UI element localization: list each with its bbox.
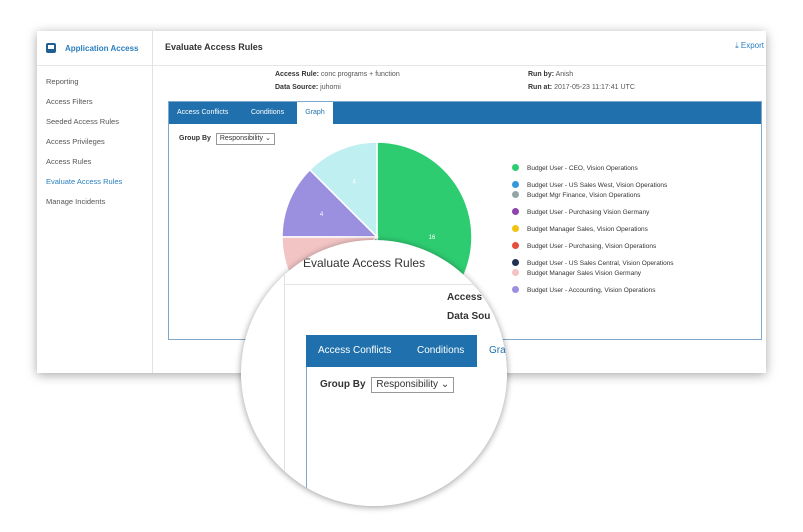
run-by-meta: Run by: Anish bbox=[528, 71, 573, 78]
page-title: Evaluate Access Rules bbox=[165, 42, 263, 52]
sidebar-item-access-rules[interactable]: Access Rules bbox=[46, 157, 92, 166]
zoom-access-label: Access bbox=[447, 292, 483, 303]
run-by-label: Run by: bbox=[528, 71, 555, 78]
legend-label: Budget Mgr Finance, Vision Operations bbox=[527, 192, 641, 199]
header: Evaluate Access Rules ⤓ Export bbox=[153, 31, 766, 66]
data-source-meta: Data Source: juhomi bbox=[275, 84, 341, 91]
sidebar-item-access-filters[interactable]: Access Filters bbox=[46, 97, 93, 106]
zoom-tab-bar bbox=[306, 335, 507, 367]
legend-label: Budget User - Accounting, Vision Operati… bbox=[527, 287, 656, 294]
legend-item[interactable]: Budget User - US Sales Central, Vision O… bbox=[511, 259, 687, 268]
legend-item[interactable]: Budget Manager Sales Vision Germany bbox=[511, 269, 687, 278]
legend-swatch bbox=[512, 225, 519, 232]
run-at-label: Run at: bbox=[528, 84, 553, 91]
chevron-down-icon: ⌄ bbox=[264, 135, 271, 142]
zoom-lens: Evaluate Access Rules Access Data Sou Ac… bbox=[241, 240, 507, 506]
zoom-tab-graph[interactable]: Gra bbox=[489, 345, 506, 356]
zoom-group-by: Group By Responsibility ⌄ bbox=[320, 377, 455, 393]
access-rule-label: Access Rule: bbox=[275, 71, 319, 78]
group-by-select[interactable]: Responsibility ⌄ bbox=[215, 133, 275, 145]
zoom-tab-conditions[interactable]: Conditions bbox=[417, 345, 465, 356]
chart-legend: Budget User - CEO, Vision Operations Budg… bbox=[511, 164, 687, 296]
app-title: Application Access bbox=[65, 43, 139, 53]
legend-item[interactable]: Budget User - CEO, Vision Operations bbox=[511, 164, 687, 173]
legend-label: Budget User - CEO, Vision Operations bbox=[527, 165, 638, 172]
legend-swatch bbox=[512, 181, 519, 188]
legend-swatch bbox=[512, 242, 519, 249]
legend-label: Budget User - Purchasing Vision Germany bbox=[527, 209, 650, 216]
application-icon bbox=[46, 43, 56, 53]
legend-label: Budget User - Purchasing, Vision Operati… bbox=[527, 243, 657, 250]
run-at-value: 2017-05-23 11:17:41 UTC bbox=[554, 84, 635, 91]
legend-item[interactable]: Budget User - Accounting, Vision Operati… bbox=[511, 286, 687, 295]
run-at-meta: Run at: 2017-05-23 11:17:41 UTC bbox=[528, 84, 635, 91]
zoom-chevron-down-icon: ⌄ bbox=[440, 379, 450, 390]
sidebar-nav: Reporting Access Filters Seeded Access R… bbox=[37, 66, 152, 212]
zoom-group-by-value: Responsibility bbox=[376, 379, 439, 390]
sidebar-item-manage-incidents[interactable]: Manage Incidents bbox=[46, 197, 106, 206]
legend-swatch bbox=[512, 208, 519, 215]
zoom-tab-access-conflicts[interactable]: Access Conflicts bbox=[318, 345, 392, 356]
zoom-page-title: Evaluate Access Rules bbox=[303, 256, 426, 270]
legend-label: Budget Manager Sales Vision Germany bbox=[527, 270, 642, 277]
legend-item[interactable]: Budget Mgr Finance, Vision Operations bbox=[511, 191, 687, 200]
group-by: Group By Responsibility ⌄ bbox=[179, 133, 275, 145]
legend-item[interactable]: Budget User - Purchasing Vision Germany bbox=[511, 208, 687, 217]
legend-label: Budget Manager Sales, Vision Operations bbox=[527, 226, 648, 233]
legend-swatch bbox=[512, 286, 519, 293]
zoom-group-by-label: Group By bbox=[320, 379, 366, 390]
legend-item[interactable]: Budget User - US Sales West, Vision Oper… bbox=[511, 181, 687, 190]
tab-access-conflicts[interactable]: Access Conflicts bbox=[177, 109, 229, 116]
legend-label: Budget User - US Sales West, Vision Oper… bbox=[527, 182, 668, 189]
data-source-value: juhomi bbox=[320, 84, 341, 91]
legend-label: Budget User - US Sales Central, Vision O… bbox=[527, 260, 674, 267]
download-icon: ⤓ bbox=[735, 41, 739, 50]
legend-swatch bbox=[512, 269, 519, 276]
legend-swatch bbox=[512, 191, 519, 198]
run-by-value: Anish bbox=[555, 71, 574, 78]
group-by-value: Responsibility bbox=[219, 135, 264, 142]
tab-bar: Access Conflicts Conditions Graph bbox=[169, 102, 761, 124]
zoom-header-divider bbox=[285, 284, 507, 285]
sidebar-item-access-privileges[interactable]: Access Privileges bbox=[46, 137, 105, 146]
zoom-active-tab-bg bbox=[477, 335, 507, 367]
zoom-group-by-select[interactable]: Responsibility ⌄ bbox=[371, 377, 455, 393]
group-by-label: Group By bbox=[179, 135, 211, 142]
sidebar: Application Access Reporting Access Filt… bbox=[37, 31, 153, 373]
sidebar-item-reporting[interactable]: Reporting bbox=[46, 77, 79, 86]
legend-item[interactable]: Budget User - Purchasing, Vision Operati… bbox=[511, 242, 687, 251]
export-button[interactable]: ⤓ Export bbox=[735, 41, 764, 51]
zoom-sidebar-divider bbox=[284, 240, 285, 506]
sidebar-item-seeded-access-rules[interactable]: Seeded Access Rules bbox=[46, 117, 119, 126]
access-rule-meta: Access Rule: conc programs + function bbox=[275, 71, 400, 78]
app-window: Application Access Reporting Access Filt… bbox=[37, 31, 766, 373]
legend-item[interactable]: Budget Manager Sales, Vision Operations bbox=[511, 225, 687, 234]
data-source-label: Data Source: bbox=[275, 84, 319, 91]
app-brand[interactable]: Application Access bbox=[37, 31, 152, 66]
legend-swatch bbox=[512, 259, 519, 266]
zoom-data-source-label: Data Sou bbox=[447, 311, 491, 322]
tab-conditions[interactable]: Conditions bbox=[251, 109, 285, 116]
legend-swatch bbox=[512, 164, 519, 171]
export-label: Export bbox=[740, 41, 764, 50]
sidebar-item-evaluate-access-rules[interactable]: Evaluate Access Rules bbox=[46, 177, 123, 186]
access-rule-value: conc programs + function bbox=[320, 71, 400, 78]
tab-graph[interactable]: Graph bbox=[297, 102, 333, 124]
